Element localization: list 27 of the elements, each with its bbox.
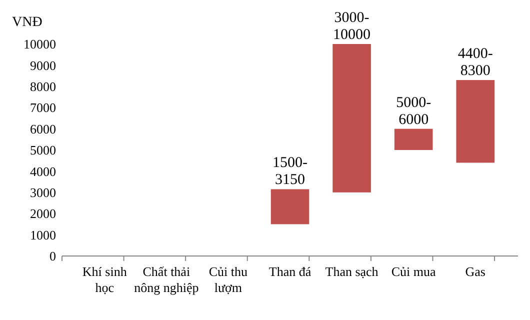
data-label: 4400-8300 bbox=[458, 46, 493, 80]
y-tick-label: 6000 bbox=[30, 121, 56, 136]
data-label: 5000-6000 bbox=[396, 94, 432, 128]
x-tick-label: Củi mua bbox=[391, 264, 436, 279]
y-axis-title: VNĐ bbox=[12, 15, 42, 30]
x-tick-label: Chất thải nông nghiệp bbox=[134, 264, 199, 295]
data-label: 3000-10000 bbox=[333, 10, 371, 43]
bar bbox=[332, 44, 371, 192]
y-tick-label: 2000 bbox=[30, 206, 56, 222]
x-tick-label: Than đá bbox=[268, 264, 312, 279]
data-label: 1500-3150 bbox=[272, 155, 308, 188]
bar bbox=[394, 128, 433, 150]
y-tick-label: 8000 bbox=[30, 78, 56, 94]
x-tick-label: Than sạch bbox=[325, 264, 379, 279]
y-tick-label: 5000 bbox=[30, 142, 56, 158]
y-tick-label: 3000 bbox=[30, 184, 56, 200]
bar bbox=[456, 80, 495, 163]
y-tick-label: 9000 bbox=[30, 58, 56, 73]
y-tick-label: 7000 bbox=[30, 100, 56, 116]
bar bbox=[270, 189, 310, 224]
y-tick-label: 10000 bbox=[24, 36, 56, 52]
y-tick-label: 1000 bbox=[30, 227, 56, 242]
x-tick-label: Củi thu lượm bbox=[208, 264, 248, 295]
y-tick-label: 4000 bbox=[30, 164, 56, 179]
x-tick-label: Gas bbox=[465, 264, 486, 279]
x-tick-label: Khí sinh học bbox=[82, 264, 128, 295]
y-tick-label: 0 bbox=[50, 248, 56, 264]
